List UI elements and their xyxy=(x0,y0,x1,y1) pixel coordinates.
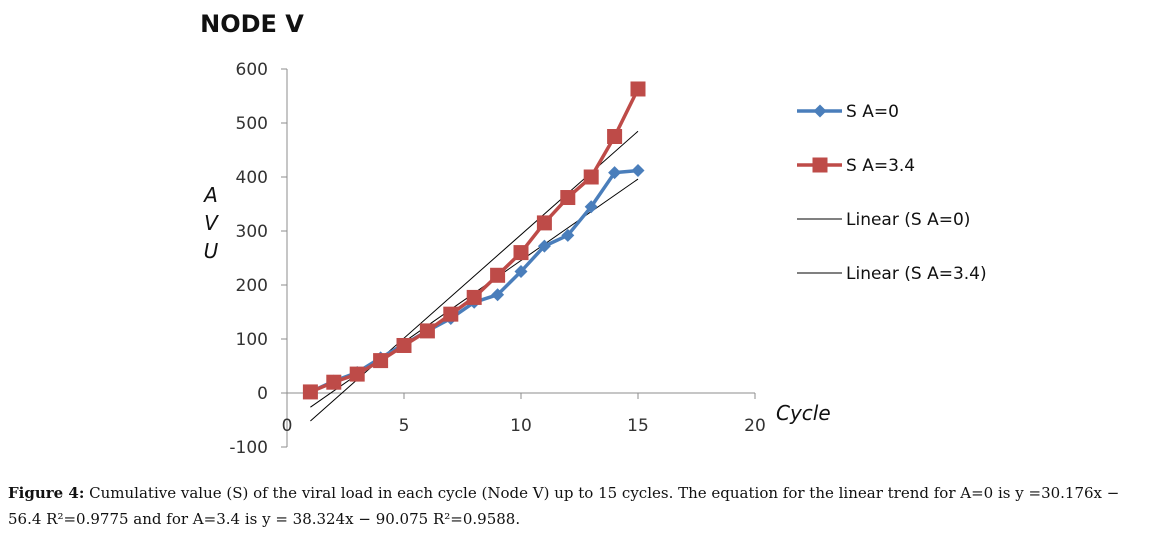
data-point xyxy=(396,337,412,353)
data-point xyxy=(373,353,389,369)
data-point xyxy=(349,366,365,382)
legend: S A=0 S A=3.4 Linear (S A=0) Linear (S A=3.… xyxy=(797,102,987,284)
y-tick-label: 300 xyxy=(236,222,268,242)
data-point xyxy=(560,190,576,206)
data-point xyxy=(513,245,529,261)
y-tick-label: 0 xyxy=(257,384,268,404)
y-axis-label-letter: U xyxy=(204,239,219,263)
data-point xyxy=(630,81,646,97)
x-tick-label: 0 xyxy=(282,416,293,436)
data-point xyxy=(607,129,623,144)
y-tick-label: 200 xyxy=(236,276,268,296)
legend-marker xyxy=(812,157,828,173)
legend-label: S A=0 xyxy=(846,102,899,122)
data-point xyxy=(302,384,318,400)
data-point xyxy=(326,374,342,390)
data-point xyxy=(490,267,506,283)
data-point xyxy=(583,169,599,185)
chart-title: NODE V xyxy=(200,10,304,38)
data-point xyxy=(631,164,645,178)
data-point xyxy=(537,239,551,253)
data-point xyxy=(608,166,622,180)
series-line xyxy=(309,88,640,394)
data-point xyxy=(491,288,505,302)
data-point xyxy=(443,306,459,322)
data-point xyxy=(561,228,575,242)
y-axis-label-letter: V xyxy=(204,211,219,235)
caption-label: Figure 4: xyxy=(8,484,85,502)
legend-label: Linear (S A=0) xyxy=(846,210,970,230)
x-tick-label: 20 xyxy=(744,416,766,436)
x-tick-label: 10 xyxy=(510,416,532,436)
chart: NODE V AVU -100 0 100 200 300 400 500 600 0 5 10 15… xyxy=(200,10,987,458)
y-tick-label: 100 xyxy=(236,330,268,350)
y-tick-label: 500 xyxy=(236,114,268,134)
series xyxy=(302,81,646,400)
legend-marker xyxy=(813,104,827,118)
figure-caption: Figure 4: Cumulative value (S) of the vi… xyxy=(8,480,1156,532)
x-tick-label: 5 xyxy=(399,416,410,436)
data-point xyxy=(466,289,482,305)
y-axis-label-letter: A xyxy=(202,183,218,207)
y-tick-label: -100 xyxy=(229,438,268,458)
y-tick-label: 600 xyxy=(236,60,268,80)
y-axis-label: AVU xyxy=(202,183,219,263)
caption-text: Cumulative value (S) of the viral load i… xyxy=(8,484,1120,528)
data-point xyxy=(514,265,528,278)
trendline xyxy=(310,130,639,422)
axes: -100 0 100 200 300 400 500 600 0 5 10 15 20 xyxy=(229,60,765,458)
x-tick-label: 15 xyxy=(627,416,649,436)
data-point xyxy=(419,323,435,339)
legend-label: S A=3.4 xyxy=(846,156,915,176)
data-point xyxy=(536,215,552,231)
y-tick-label: 400 xyxy=(236,168,268,188)
legend-label: Linear (S A=3.4) xyxy=(846,264,987,284)
data-point xyxy=(584,200,598,214)
x-axis-label: Cycle xyxy=(776,401,831,425)
